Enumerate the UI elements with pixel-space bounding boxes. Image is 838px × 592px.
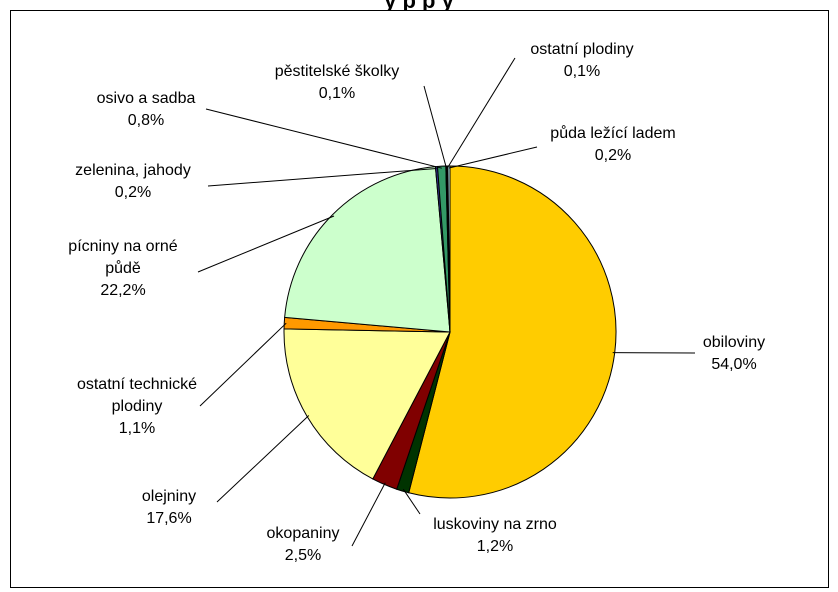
- slice-name: plodiny: [112, 398, 163, 415]
- slice-percent: 0,2%: [115, 184, 151, 201]
- slice-name: ostatní plodiny: [530, 41, 633, 58]
- slice-name: pícniny na orné: [68, 238, 178, 255]
- leader-line: [197, 215, 335, 273]
- pie-slices: [283, 165, 617, 499]
- slice-name: luskoviny na zrno: [433, 516, 557, 533]
- slice-label: luskoviny na zrno 1,2%: [433, 516, 557, 555]
- slice-name: půdě: [105, 259, 141, 277]
- slice-percent: 0,8%: [128, 112, 164, 129]
- slice-label: ostatní plodiny 0,1%: [530, 41, 633, 80]
- leader-line: [448, 146, 538, 169]
- chart-title-fragment: y p p y: [384, 0, 454, 13]
- slice-percent: 1,2%: [477, 538, 513, 555]
- leader-line: [207, 168, 437, 187]
- slice-percent: 0,1%: [564, 63, 600, 80]
- slice-name: pěstitelské školky: [275, 63, 400, 80]
- slice-percent: 54,0%: [711, 356, 756, 373]
- slice-name: olejniny: [142, 488, 196, 505]
- leader-line: [216, 415, 310, 503]
- slice-label: půda ležící ladem 0,2%: [550, 124, 675, 164]
- slice-name: obiloviny: [703, 334, 765, 351]
- leader-line: [446, 57, 516, 169]
- leader-line: [205, 108, 442, 169]
- slice-name: půda ležící ladem: [550, 124, 675, 142]
- slice-label: olejniny 17,6%: [142, 488, 196, 527]
- slice-name: zelenina, jahody: [75, 162, 191, 179]
- slice-label: zelenina, jahody 0,2%: [75, 162, 191, 201]
- slice-label: pícniny na orné půdě 22,2%: [68, 238, 178, 299]
- slice-percent: 0,2%: [595, 147, 631, 164]
- slice-percent: 2,5%: [285, 547, 321, 564]
- leader-line: [199, 322, 287, 407]
- slice-labels: obiloviny 54,0% luskoviny na zrno 1,2% okopa…: [68, 41, 765, 564]
- slice-percent: 1,1%: [119, 420, 155, 437]
- slice-percent: 0,1%: [319, 85, 355, 102]
- leader-line: [423, 85, 447, 169]
- slice-label: ostatní technické plodiny 1,1%: [77, 376, 197, 437]
- slice-name: okopaniny: [267, 525, 340, 542]
- slice-percent: 17,6%: [146, 510, 191, 527]
- slice-label: obiloviny 54,0%: [703, 334, 765, 373]
- slice-label: okopaniny 2,5%: [267, 525, 340, 564]
- slice-name: osivo a sadba: [97, 90, 196, 107]
- slice-label: osivo a sadba 0,8%: [97, 90, 196, 129]
- leader-line: [351, 482, 386, 547]
- pie-slice: [284, 166, 451, 333]
- leader-line: [402, 488, 421, 515]
- slice-percent: 22,2%: [100, 282, 145, 299]
- slice-name: ostatní technické: [77, 376, 197, 393]
- leader-lines: [197, 57, 696, 547]
- slice-label: pěstitelské školky 0,1%: [275, 63, 400, 102]
